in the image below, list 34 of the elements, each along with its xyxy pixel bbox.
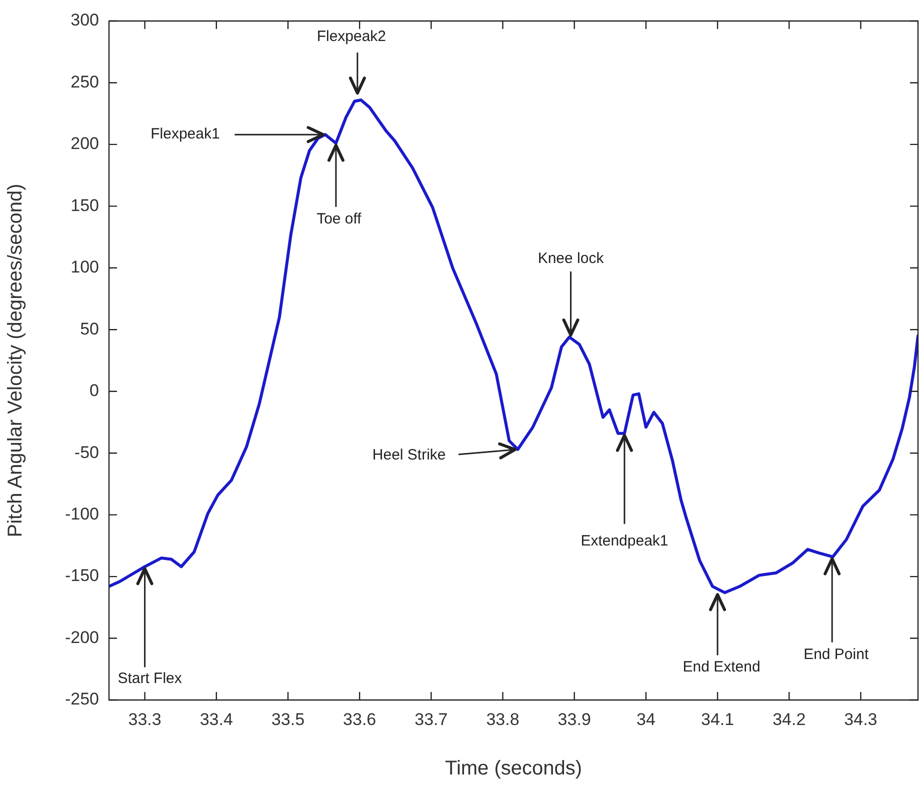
x-tick-label: 34.2 bbox=[772, 710, 806, 729]
annotation: Knee lock bbox=[538, 250, 604, 268]
annotation: End Extend bbox=[682, 658, 760, 676]
y-tick-label: -50 bbox=[74, 442, 99, 462]
x-axis-title: Time (seconds) bbox=[444, 758, 582, 780]
y-tick-label: 300 bbox=[70, 10, 99, 30]
x-tick-label: 33.8 bbox=[486, 710, 520, 729]
x-tick-label: 34 bbox=[636, 710, 656, 729]
x-tick-label: 34.3 bbox=[844, 710, 878, 729]
annotation: Heel Strike bbox=[372, 446, 446, 464]
x-tick-label: 34.1 bbox=[700, 710, 734, 729]
y-tick-label: 100 bbox=[70, 258, 99, 277]
y-axis-title: Pitch Angular Velocity (degrees/second) bbox=[4, 184, 27, 538]
y-tick-label: 250 bbox=[70, 72, 99, 92]
y-tick-label: -200 bbox=[64, 628, 99, 647]
annotation: End Point bbox=[804, 646, 870, 663]
y-tick-label: -100 bbox=[64, 504, 99, 524]
x-tick-label: 33.7 bbox=[414, 710, 448, 729]
annotation: Toe off bbox=[316, 210, 362, 228]
y-tick-label: 50 bbox=[80, 319, 99, 338]
annotation: Flexpeak2 bbox=[316, 28, 386, 46]
x-tick-label: 33.6 bbox=[343, 710, 376, 729]
y-tick-label: -250 bbox=[64, 690, 99, 709]
y-tick-label: 150 bbox=[70, 196, 99, 215]
y-tick-label: -150 bbox=[64, 566, 99, 586]
x-tick-label: 33.5 bbox=[271, 710, 305, 729]
x-tick-label: 33.9 bbox=[558, 710, 591, 729]
y-tick-label: 0 bbox=[90, 381, 99, 400]
y-tick-label: 200 bbox=[70, 134, 99, 154]
annotation: Start Flex bbox=[118, 670, 182, 687]
x-tick-label: 33.4 bbox=[200, 710, 233, 729]
x-tick-label: 33.3 bbox=[128, 710, 162, 729]
annotation: Extendpeak1 bbox=[580, 532, 668, 550]
annotation: Flexpeak1 bbox=[150, 126, 220, 143]
